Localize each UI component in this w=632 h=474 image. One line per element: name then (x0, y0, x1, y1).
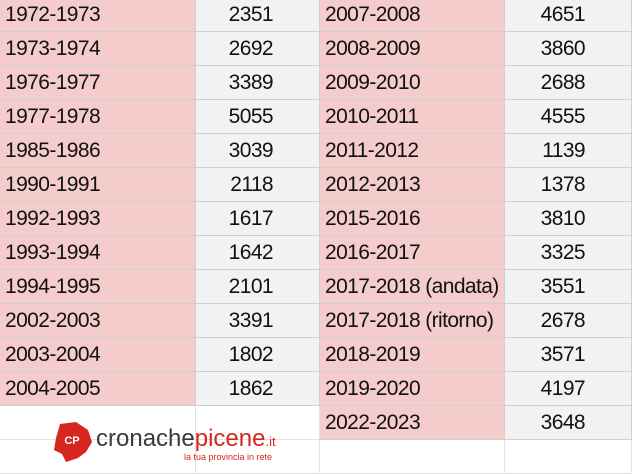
attendance-cell: 3551 (505, 270, 632, 304)
attendance-cell: 2692 (196, 32, 320, 66)
attendance-cell: 3571 (505, 338, 632, 372)
season-cell: 2008-2009 (320, 32, 505, 66)
season-cell: 2016-2017 (320, 236, 505, 270)
attendance-cell: 2101 (196, 270, 320, 304)
attendance-cell: 3039 (196, 134, 320, 168)
season-cell: 1973-1974 (0, 32, 196, 66)
logo-name: cronachepicene.it (96, 425, 276, 452)
season-cell: 2018-2019 (320, 338, 505, 372)
season-cell: 1993-1994 (0, 236, 196, 270)
logo-shape (54, 422, 92, 462)
season-cell: 2017-2018 (ritorno) (320, 304, 505, 338)
empty-cell (196, 406, 320, 440)
attendance-cell: 4651 (505, 0, 632, 32)
season-cell: 2009-2010 (320, 66, 505, 100)
attendance-cell: 3648 (505, 406, 632, 440)
attendance-cell: 4197 (505, 372, 632, 406)
season-cell: 2019-2020 (320, 372, 505, 406)
season-cell: 2017-2018 (andata) (320, 270, 505, 304)
attendance-cell: 3810 (505, 202, 632, 236)
season-cell: 1992-1993 (0, 202, 196, 236)
season-cell: 2007-2008 (320, 0, 505, 32)
attendance-cell: 1802 (196, 338, 320, 372)
attendance-cell: 2678 (505, 304, 632, 338)
logo-mark: CP (64, 435, 79, 447)
logo-name-second: picene (195, 425, 266, 452)
season-cell: 2022-2023 (320, 406, 505, 440)
season-cell: 1985-1986 (0, 134, 196, 168)
attendance-cell: 2118 (196, 168, 320, 202)
attendance-cell: 1642 (196, 236, 320, 270)
season-cell: 1976-1977 (0, 66, 196, 100)
attendance-cell: 1862 (196, 372, 320, 406)
season-cell: 1977-1978 (0, 100, 196, 134)
logo-name-first: cronache (96, 425, 195, 452)
season-cell: 1990-1991 (0, 168, 196, 202)
attendance-cell: 5055 (196, 100, 320, 134)
logo: CP cronachepicene.it la tua provincia in… (54, 422, 276, 462)
season-cell: 2015-2016 (320, 202, 505, 236)
attendance-cell: 3391 (196, 304, 320, 338)
attendance-cell: 3860 (505, 32, 632, 66)
attendance-cell: 1378 (505, 168, 632, 202)
attendance-cell: 4555 (505, 100, 632, 134)
logo-domain: .it (265, 434, 276, 449)
empty-cell (320, 440, 505, 474)
attendance-cell: 3389 (196, 66, 320, 100)
season-cell: 2003-2004 (0, 338, 196, 372)
season-cell: 1994-1995 (0, 270, 196, 304)
empty-cell (0, 406, 196, 440)
season-cell: 2004-2005 (0, 372, 196, 406)
season-cell: 1972-1973 (0, 0, 196, 32)
season-cell: 2012-2013 (320, 168, 505, 202)
logo-tagline: la tua provincia in rete (184, 452, 272, 462)
attendance-cell: 3325 (505, 236, 632, 270)
attendance-cell: 1617 (196, 202, 320, 236)
empty-cell (505, 440, 632, 474)
attendance-cell: 1139 (505, 134, 632, 168)
season-cell: 2011-2012 (320, 134, 505, 168)
attendance-cell: 2351 (196, 0, 320, 32)
season-cell: 2010-2011 (320, 100, 505, 134)
attendance-cell: 2688 (505, 66, 632, 100)
season-cell: 2002-2003 (0, 304, 196, 338)
